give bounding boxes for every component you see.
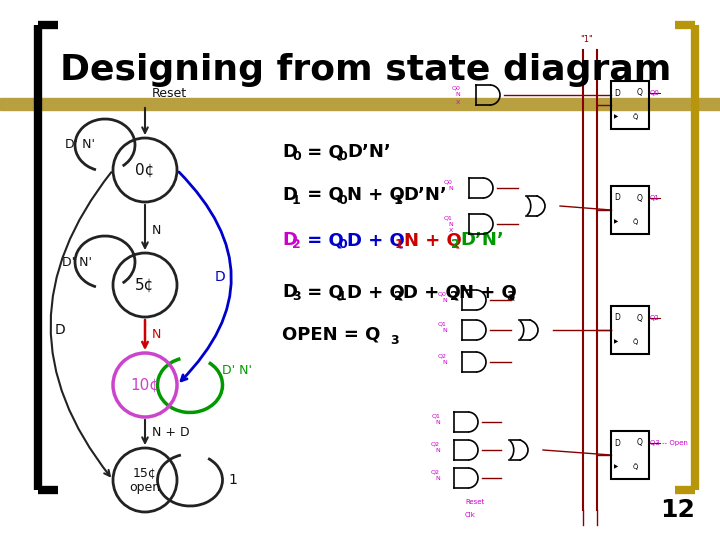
Bar: [611, 81, 649, 129]
Text: N: N: [436, 448, 440, 453]
Text: D: D: [282, 143, 297, 161]
Text: N: N: [442, 327, 447, 333]
Text: Q: Q: [637, 89, 643, 98]
Text: 0: 0: [338, 239, 347, 252]
Text: N: N: [442, 298, 447, 302]
Text: 12: 12: [660, 498, 695, 522]
Text: Q2: Q2: [431, 469, 440, 475]
Text: 1: 1: [395, 239, 404, 252]
Text: ▶: ▶: [614, 219, 618, 225]
Text: N: N: [455, 92, 460, 98]
Text: D: D: [614, 193, 620, 202]
Text: N + Q: N + Q: [459, 283, 517, 301]
Text: N: N: [152, 224, 161, 237]
Text: N: N: [449, 221, 453, 226]
Text: D: D: [215, 270, 226, 284]
Bar: [611, 306, 649, 354]
Text: OPEN = Q: OPEN = Q: [282, 326, 380, 344]
Text: Q1: Q1: [438, 321, 447, 327]
Text: = Q: = Q: [301, 143, 343, 161]
Text: Q: Q: [637, 314, 643, 322]
Text: Designing from state diagram: Designing from state diagram: [60, 53, 671, 87]
Text: D: D: [614, 438, 620, 448]
Text: D: D: [282, 186, 297, 204]
Text: 1: 1: [394, 193, 402, 206]
Bar: [0, 98, 720, 110]
Text: Q: Q: [637, 193, 643, 202]
Text: = Q: = Q: [301, 283, 343, 301]
Text: 0: 0: [338, 151, 347, 164]
Text: = Q: = Q: [301, 231, 343, 249]
Text: 3: 3: [390, 334, 399, 347]
Text: D + Q: D + Q: [403, 283, 461, 301]
Text: Q0: Q0: [444, 179, 453, 185]
Text: 10¢: 10¢: [130, 377, 159, 393]
Text: Q1: Q1: [431, 414, 440, 418]
Text: N: N: [449, 186, 453, 191]
Text: 2: 2: [394, 291, 402, 303]
Text: "1": "1": [580, 36, 593, 44]
Text: D: D: [614, 314, 620, 322]
Text: D + Q: D + Q: [347, 231, 405, 249]
Text: 2: 2: [451, 239, 460, 252]
Text: 0: 0: [338, 193, 347, 206]
Text: 1: 1: [292, 193, 301, 206]
Text: D' N': D' N': [222, 363, 252, 376]
Text: D’N’: D’N’: [460, 231, 504, 249]
Bar: [611, 431, 649, 479]
Text: N: N: [436, 476, 440, 481]
Text: ▶: ▶: [614, 340, 618, 345]
Text: N + Q: N + Q: [347, 186, 405, 204]
Text: Q̄: Q̄: [633, 339, 639, 346]
Text: 3: 3: [292, 291, 301, 303]
Text: X: X: [449, 227, 453, 233]
Text: D' N': D' N': [65, 138, 95, 152]
Text: 2: 2: [450, 291, 459, 303]
Text: D + Q: D + Q: [347, 283, 405, 301]
Text: ▶: ▶: [614, 464, 618, 469]
Text: 15¢
open: 15¢ open: [130, 466, 161, 494]
Text: N: N: [152, 328, 161, 341]
Text: = Q: = Q: [301, 186, 343, 204]
Text: D: D: [55, 323, 66, 337]
Text: X: X: [456, 99, 460, 105]
Text: Q1: Q1: [444, 215, 453, 220]
Text: Q0: Q0: [650, 90, 660, 96]
Text: D: D: [282, 231, 297, 249]
Text: 2: 2: [292, 239, 301, 252]
Text: N + D: N + D: [152, 427, 189, 440]
Text: N: N: [436, 420, 440, 424]
Text: Q0: Q0: [438, 292, 447, 296]
Text: 5¢: 5¢: [135, 278, 155, 293]
Text: Q2: Q2: [650, 315, 660, 321]
Text: D’N’: D’N’: [347, 143, 391, 161]
Text: Q1: Q1: [650, 195, 660, 201]
Text: 3: 3: [506, 291, 515, 303]
Text: D’N’: D’N’: [403, 186, 446, 204]
Text: N + Q: N + Q: [404, 231, 462, 249]
Text: N: N: [442, 360, 447, 365]
Text: Clk: Clk: [465, 512, 476, 518]
Text: Reset: Reset: [152, 87, 187, 100]
Text: Q̄: Q̄: [633, 113, 639, 120]
Text: 0: 0: [292, 151, 301, 164]
Text: Q̄: Q̄: [633, 464, 639, 470]
Text: Q3 -- Open: Q3 -- Open: [650, 440, 688, 446]
Text: Reset: Reset: [465, 499, 485, 505]
Text: Q2: Q2: [431, 442, 440, 447]
Text: Q: Q: [637, 438, 643, 448]
Text: D: D: [282, 283, 297, 301]
Text: 0¢: 0¢: [135, 163, 155, 178]
Text: Q̄: Q̄: [633, 219, 639, 225]
Text: Q2: Q2: [438, 354, 447, 359]
Text: D' N': D' N': [62, 255, 92, 268]
Text: Q0: Q0: [451, 85, 460, 91]
Text: D: D: [614, 89, 620, 98]
Bar: [611, 186, 649, 234]
Text: 1: 1: [338, 291, 347, 303]
Text: 1: 1: [228, 473, 237, 487]
Text: ▶: ▶: [614, 114, 618, 119]
